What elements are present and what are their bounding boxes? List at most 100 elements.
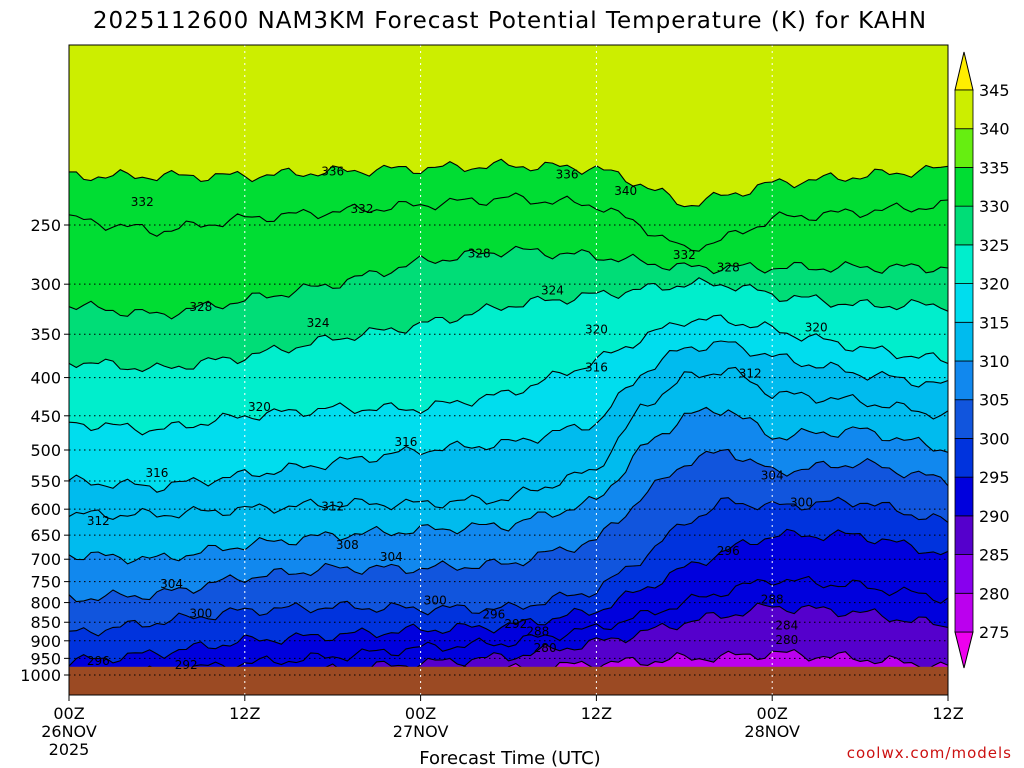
ground-fill: [69, 666, 948, 695]
y-tick-label: 550: [30, 472, 61, 491]
y-axis: 2503003504004505005506006507007508008509…: [20, 216, 69, 685]
y-tick-label: 900: [30, 632, 61, 651]
colorbar-label: 330: [979, 197, 1010, 216]
contour-label: 316: [394, 435, 417, 449]
x-tick-label: 12Z: [581, 704, 612, 723]
x-tick-year-label: 2025: [49, 740, 90, 759]
y-tick-label: 600: [30, 500, 61, 519]
x-tick-label: 00Z: [53, 704, 84, 723]
contour-label: 300: [424, 594, 447, 608]
contour-label: 324: [307, 316, 330, 330]
colorbar-swatch: [954, 321, 974, 362]
x-axis-title: Forecast Time (UTC): [419, 748, 600, 768]
x-tick-label: 00Z: [405, 704, 436, 723]
y-tick-label: 450: [30, 407, 61, 426]
contour-label: 292: [504, 617, 527, 631]
colorbar-label: 290: [979, 507, 1010, 526]
isentrope-320: [69, 314, 948, 436]
x-tick-date-label: 27NOV: [393, 722, 449, 741]
contour-label: 288: [761, 593, 784, 607]
colorbar-label: 310: [979, 352, 1010, 371]
y-tick-label: 1000: [20, 666, 61, 685]
contour-label: 324: [541, 284, 564, 298]
colorbar-swatch: [954, 128, 974, 168]
isentrope-312: [69, 366, 948, 520]
contour-label: 280: [534, 641, 557, 655]
plot-area: 336 336 340 332 332 328 332 328 324 328 324 320 320 3…: [69, 45, 948, 695]
y-tick-label: 750: [30, 573, 61, 592]
contour-label: 284: [775, 618, 798, 632]
chart-title: 2025112600 NAM3KM Forecast Potential Tem…: [93, 8, 927, 34]
colorbar-label: 295: [979, 468, 1010, 487]
colorbar-top-arrow: [954, 51, 974, 91]
contour-label: 328: [468, 247, 491, 261]
contour-label: 332: [351, 202, 374, 216]
contour-label: 280: [775, 633, 798, 647]
colorbar-swatch: [954, 399, 974, 439]
credit-text: coolwx.com/models: [847, 744, 1012, 762]
isentrope-296: [69, 528, 948, 667]
contour-label: 316: [585, 361, 608, 375]
colorbar-label: 315: [979, 313, 1010, 332]
y-tick-label: 350: [30, 325, 61, 344]
y-tick-label: 250: [30, 216, 61, 235]
colorbar-swatch: [954, 89, 974, 130]
isentrope-316: [69, 340, 948, 493]
colorbar-label: 305: [979, 391, 1010, 410]
contour-label: 332: [131, 195, 154, 209]
colorbar-swatch: [954, 360, 974, 401]
colorbar-label: 275: [979, 623, 1010, 642]
y-tick-label: 850: [30, 613, 61, 632]
x-tick-date-label: 26NOV: [41, 722, 97, 741]
colorbar-label: 345: [979, 81, 1010, 100]
contour-label: 304: [380, 550, 403, 564]
contour-label: 312: [739, 366, 762, 380]
grid-layer: [69, 45, 948, 695]
colorbar-swatch: [954, 167, 974, 207]
contour-label: 320: [585, 323, 608, 337]
isentrope-332: [69, 192, 948, 252]
contour-label: 312: [321, 499, 344, 513]
colorbar-label: 340: [979, 120, 1010, 139]
colorbar-swatch: [954, 283, 974, 323]
isentrope-304: [69, 448, 948, 603]
plot-frame: [68, 44, 949, 696]
colorbar-swatch: [954, 554, 974, 594]
contour-label: 312: [87, 514, 110, 528]
contour-label: 296: [482, 608, 505, 622]
contour-label: 288: [526, 625, 549, 639]
contour-label: 308: [336, 538, 359, 552]
x-tick-date-label: 28NOV: [744, 722, 800, 741]
isentrope-336: [69, 158, 948, 208]
contour-label: 296: [87, 654, 110, 668]
y-tick-label: 500: [30, 441, 61, 460]
y-tick-label: 650: [30, 526, 61, 545]
theta-fill-layer: [69, 45, 948, 695]
y-tick-label: 400: [30, 369, 61, 388]
contour-label: 320: [805, 321, 828, 335]
y-tick-label: 950: [30, 649, 61, 668]
x-tick-label: 00Z: [757, 704, 788, 723]
colorbar-label: 325: [979, 236, 1010, 255]
isentrope-308: [69, 406, 948, 565]
isentrope-292: [69, 575, 948, 676]
y-tick-label: 700: [30, 550, 61, 569]
x-tick-label: 12Z: [932, 704, 963, 723]
ground-layer: [69, 666, 948, 695]
contour-label: 292: [175, 658, 198, 672]
contour-label: 316: [145, 466, 168, 480]
colorbar-swatch: [954, 244, 974, 284]
colorbar-label: 285: [979, 546, 1010, 565]
colorbar-label: 300: [979, 429, 1010, 448]
colorbar-swatch: [954, 438, 974, 478]
colorbar: 275 280 285 290 295 300 305 310 315 320 325 330 335 3…: [954, 51, 1010, 669]
contour-label: 296: [717, 544, 740, 558]
contour-label: 300: [189, 607, 212, 621]
y-tick-label: 300: [30, 275, 61, 294]
contour-label: 328: [189, 300, 212, 314]
contour-label-layer: 336 336 340 332 332 328 332 328 324 328 324 320 320 3…: [87, 164, 828, 671]
contour-label: 328: [717, 261, 740, 275]
colorbar-label: 335: [979, 158, 1010, 177]
